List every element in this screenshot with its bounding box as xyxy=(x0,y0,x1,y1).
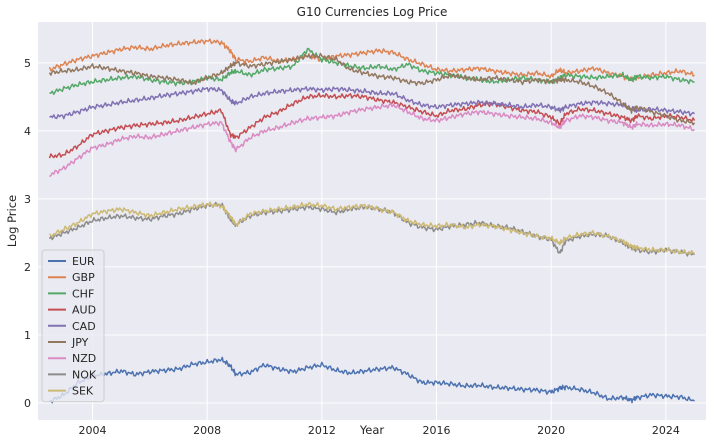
legend-label-cad: CAD xyxy=(72,320,96,333)
x-tick-label: 2020 xyxy=(537,424,565,437)
series-lines xyxy=(48,38,696,404)
legend-label-aud: AUD xyxy=(72,304,96,317)
series-line-sek xyxy=(48,201,695,256)
y-tick-label: 1 xyxy=(24,329,31,342)
y-tick-label: 2 xyxy=(24,261,31,274)
x-tick-label: 2004 xyxy=(78,424,106,437)
y-axis-label: Log Price xyxy=(5,195,19,247)
chart-title: G10 Currencies Log Price xyxy=(297,5,448,19)
series-line-cad xyxy=(49,86,696,120)
tick-labels: 2004 2008 2012 2016 2020 2024 0 1 2 3 4 5 xyxy=(24,57,680,437)
series-line-chf xyxy=(49,47,695,96)
x-axis-label: Year xyxy=(359,423,385,437)
x-tick-label: 2008 xyxy=(193,424,221,437)
legend-label-eur: EUR xyxy=(72,255,95,268)
y-tick-label: 4 xyxy=(24,125,31,138)
series-line-jpy xyxy=(48,52,696,126)
series-line-eur xyxy=(49,356,695,404)
series-line-nzd xyxy=(49,102,695,178)
x-tick-label: 2016 xyxy=(423,424,451,437)
y-tick-label: 0 xyxy=(24,397,31,410)
legend-label-nok: NOK xyxy=(72,368,97,381)
legend-label-nzd: NZD xyxy=(72,352,96,365)
series-line-aud xyxy=(48,92,696,159)
legend-label-sek: SEK xyxy=(72,385,94,398)
legend-label-gbp: GBP xyxy=(72,271,95,284)
series-line-gbp xyxy=(48,38,695,83)
legend-label-jpy: JPY xyxy=(71,336,89,349)
y-tick-label: 5 xyxy=(24,57,31,70)
legend-label-chf: CHF xyxy=(72,287,94,300)
x-tick-label: 2024 xyxy=(652,424,680,437)
plot-area xyxy=(38,22,706,420)
legend-box xyxy=(41,249,105,403)
y-tick-label: 3 xyxy=(24,193,31,206)
legend: EUR GBP CHF AUD CAD JPY NZD NOK SEK xyxy=(41,249,105,403)
x-tick-label: 2012 xyxy=(308,424,336,437)
